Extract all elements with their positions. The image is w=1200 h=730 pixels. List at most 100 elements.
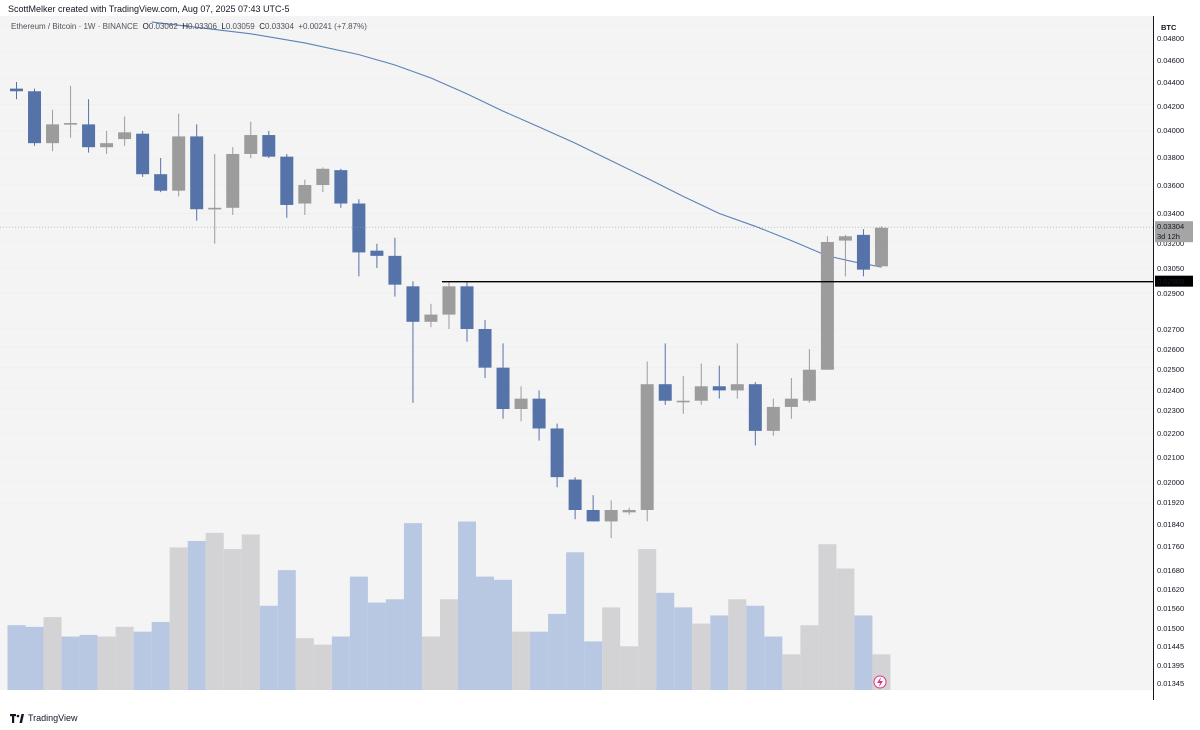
volume-bar — [548, 613, 567, 690]
price-chart[interactable]: Sep16Oct21Nov18Dec16202520Feb17Mar17Apr2… — [0, 16, 1153, 690]
candle — [190, 124, 204, 221]
candle — [748, 382, 762, 446]
candle — [442, 281, 456, 329]
volume-bar — [133, 631, 152, 690]
price-tick-label: 0.04400 — [1157, 78, 1184, 87]
volume-bar — [746, 605, 765, 690]
candle-body — [208, 207, 222, 210]
candle — [82, 99, 96, 153]
volume-bar — [656, 592, 675, 690]
candle-body — [100, 143, 114, 148]
volume-bar — [692, 623, 711, 690]
price-tick-label: 0.02700 — [1157, 325, 1184, 334]
level-price-badge[interactable]: 0.02968 — [1155, 275, 1193, 287]
candle — [370, 243, 384, 268]
candle — [244, 121, 258, 158]
candle-body — [586, 510, 600, 522]
candle — [730, 343, 744, 399]
volume-bar — [854, 615, 873, 690]
price-tick-label: 0.04000 — [1157, 126, 1184, 135]
candle — [514, 386, 528, 422]
candle-body — [838, 236, 852, 241]
volume-bar — [151, 621, 170, 690]
candle-body — [154, 174, 168, 191]
volume-bar — [313, 644, 332, 690]
price-axis[interactable]: BTC 0.04800 0.04600 0.04400 0.04200 0.04000 0.… — [1153, 0, 1200, 700]
candle-body — [604, 510, 618, 522]
price-tick-label: 0.03600 — [1157, 181, 1184, 190]
candle — [154, 158, 168, 193]
price-tick-label: 0.01620 — [1157, 585, 1184, 594]
volume-bar — [403, 523, 422, 690]
candle — [712, 365, 726, 399]
volume-bar — [169, 547, 188, 690]
candle — [820, 236, 834, 370]
candle — [118, 116, 132, 146]
candle-body — [712, 386, 726, 391]
candle-body — [136, 133, 150, 175]
candle — [676, 375, 690, 414]
candle-body — [676, 400, 690, 403]
volume-bar — [512, 631, 531, 690]
candle-body — [28, 91, 42, 144]
price-tick-label: 0.02400 — [1157, 386, 1184, 395]
volume-bar — [764, 636, 783, 690]
moving-average-layer — [151, 21, 882, 268]
open-label: O — [142, 22, 149, 31]
volume-bar — [187, 540, 206, 690]
candle-body — [244, 135, 258, 154]
change-value: +0.00241 (+7.87%) — [298, 22, 367, 31]
candle — [784, 378, 798, 419]
volume-layer — [7, 521, 891, 690]
lightning-icon[interactable] — [873, 675, 887, 689]
price-tick-label: 0.02100 — [1157, 453, 1184, 462]
candle — [136, 131, 150, 177]
volume-bar — [331, 636, 350, 690]
candle-body — [532, 398, 546, 429]
candle — [406, 281, 420, 403]
candle-body — [46, 124, 60, 144]
candle-body — [118, 132, 132, 140]
candle — [856, 229, 870, 277]
price-tick-label: 0.04600 — [1157, 56, 1184, 65]
price-tick-label: 0.01920 — [1157, 498, 1184, 507]
candle — [64, 85, 78, 138]
candle — [424, 303, 438, 328]
price-tick-label: 0.04800 — [1157, 34, 1184, 43]
high-label: H — [182, 22, 188, 31]
symbol-legend: Ethereum / Bitcoin · 1W · BINANCE O0.030… — [11, 22, 367, 31]
volume-bar — [61, 636, 80, 690]
candle-body — [388, 255, 402, 285]
price-tick-label: 0.02000 — [1157, 478, 1184, 487]
volume-bar — [439, 599, 458, 690]
volume-bar — [836, 568, 855, 690]
chart-area[interactable]: Sep16Oct21Nov18Dec16202520Feb17Mar17Apr2… — [0, 16, 1153, 690]
candle-body — [748, 384, 762, 431]
volume-bar — [494, 579, 513, 690]
price-tick-label: 0.01560 — [1157, 604, 1184, 613]
candle — [838, 234, 852, 277]
candle — [460, 281, 474, 342]
volume-bar — [710, 615, 729, 690]
volume-bar — [728, 599, 747, 690]
price-tick-label: 0.03050 — [1157, 264, 1184, 273]
candle-body — [496, 367, 510, 409]
level-layer — [0, 226, 1153, 283]
tradingview-footer[interactable]: TradingView — [10, 713, 78, 723]
candle — [28, 88, 42, 146]
candle-body — [694, 386, 708, 401]
candle — [478, 320, 492, 378]
volume-bar — [674, 607, 693, 690]
price-tick-label: 0.03200 — [1157, 239, 1184, 248]
chart-credit: ScottMelker created with TradingView.com… — [8, 4, 290, 14]
volume-bar — [205, 532, 224, 690]
open-value: 0.03062 — [148, 22, 178, 31]
candle — [568, 477, 582, 520]
candle — [10, 81, 23, 100]
low-label: L — [221, 22, 226, 31]
candle — [316, 167, 330, 193]
price-tick-label: 0.04200 — [1157, 102, 1184, 111]
volume-bar — [277, 570, 296, 690]
price-tick-label: 0.01395 — [1157, 661, 1184, 670]
volume-bar — [566, 552, 585, 690]
